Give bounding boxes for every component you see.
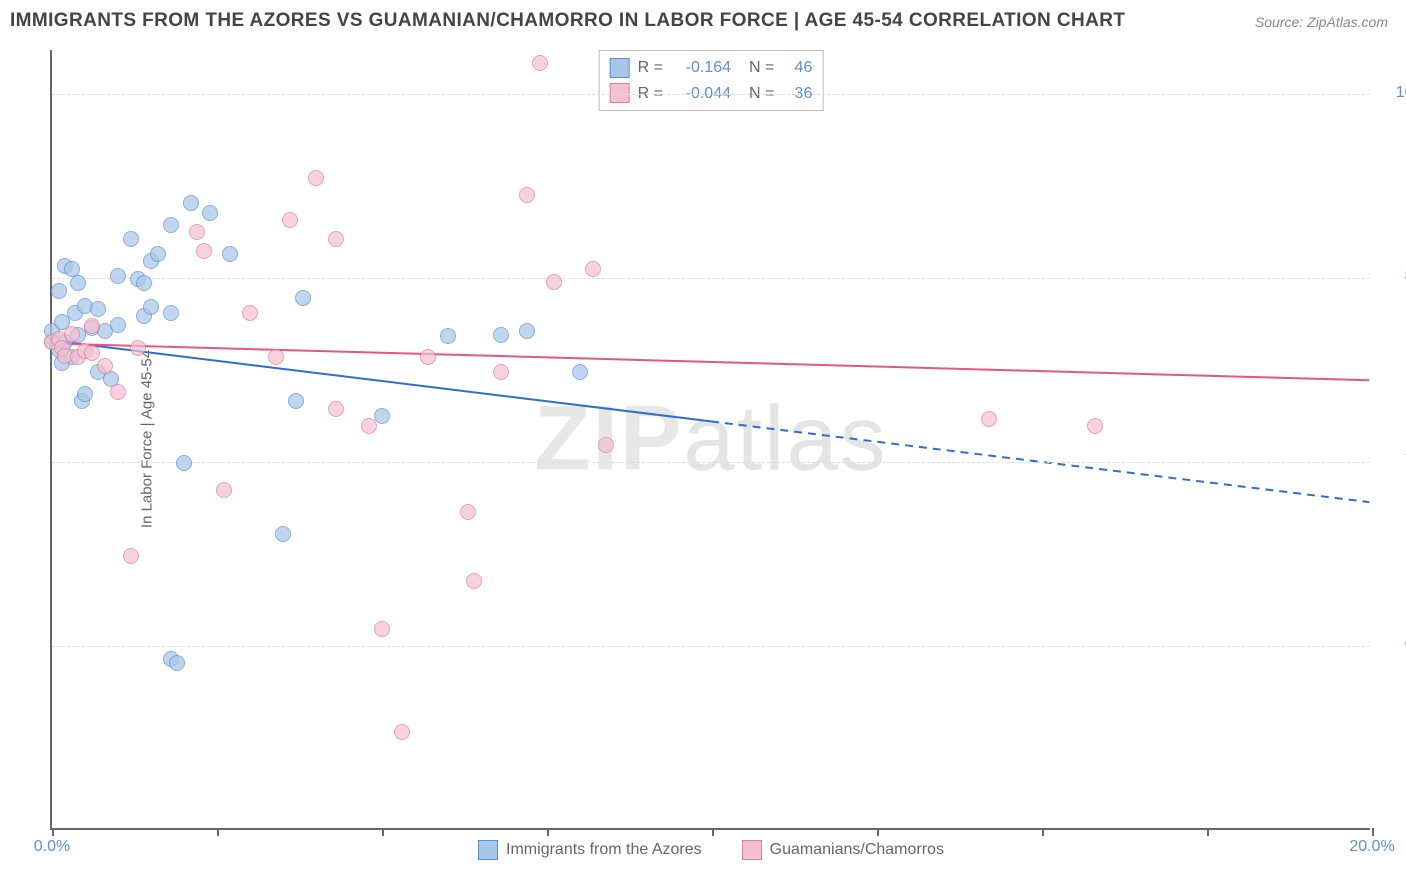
source-attribution: Source: ZipAtlas.com <box>1255 14 1388 30</box>
x-tick <box>1042 828 1044 836</box>
data-point <box>51 283 67 299</box>
data-point <box>169 655 185 671</box>
r-label: R = <box>638 55 663 81</box>
data-point <box>110 384 126 400</box>
data-point <box>532 55 548 71</box>
x-tick <box>1372 828 1374 836</box>
legend-swatch <box>742 840 762 860</box>
data-point <box>466 573 482 589</box>
data-point <box>216 482 232 498</box>
data-point <box>328 231 344 247</box>
data-point <box>282 212 298 228</box>
data-point <box>268 349 284 365</box>
gridline <box>52 462 1370 463</box>
data-point <box>84 345 100 361</box>
data-point <box>440 328 456 344</box>
data-point <box>163 305 179 321</box>
data-point <box>202 205 218 221</box>
data-point <box>361 418 377 434</box>
x-tick-label: 0.0% <box>34 838 70 856</box>
data-point <box>110 317 126 333</box>
data-point <box>143 299 159 315</box>
r-value: -0.164 <box>671 55 731 81</box>
x-tick <box>382 828 384 836</box>
data-point <box>572 364 588 380</box>
data-point <box>77 386 93 402</box>
gridline <box>52 94 1370 95</box>
chart-title: IMMIGRANTS FROM THE AZORES VS GUAMANIAN/… <box>10 10 1125 32</box>
x-tick-label: 20.0% <box>1349 838 1394 856</box>
x-tick <box>1207 828 1209 836</box>
data-point <box>460 504 476 520</box>
legend-swatch <box>610 58 630 78</box>
data-point <box>183 195 199 211</box>
y-tick-label: 100.0% <box>1380 84 1406 102</box>
data-point <box>275 526 291 542</box>
legend-label: Guamanians/Chamorros <box>770 841 944 859</box>
data-point <box>394 724 410 740</box>
data-point <box>222 246 238 262</box>
n-value: 46 <box>782 55 812 81</box>
data-point <box>493 364 509 380</box>
data-point <box>374 408 390 424</box>
x-tick <box>52 828 54 836</box>
data-point <box>519 187 535 203</box>
data-point <box>136 275 152 291</box>
data-point <box>64 261 80 277</box>
data-point <box>374 621 390 637</box>
watermark: ZIPatlas <box>534 387 887 492</box>
series-legend: Immigrants from the Azores Guamanians/Cha… <box>52 840 1370 860</box>
trend-lines <box>52 50 1370 828</box>
data-point <box>70 275 86 291</box>
n-label: N = <box>749 55 774 81</box>
data-point <box>295 290 311 306</box>
data-point <box>97 358 113 374</box>
x-tick <box>547 828 549 836</box>
data-point <box>242 305 258 321</box>
data-point <box>585 261 601 277</box>
gridline <box>52 646 1370 647</box>
data-point <box>1087 418 1103 434</box>
data-point <box>598 437 614 453</box>
legend-item: Immigrants from the Azores <box>478 840 702 860</box>
legend-swatch <box>478 840 498 860</box>
legend-item: Guamanians/Chamorros <box>742 840 944 860</box>
data-point <box>130 340 146 356</box>
y-tick-label: 62.5% <box>1380 636 1406 654</box>
chart-container: { "title": "IMMIGRANTS FROM THE AZORES V… <box>0 0 1406 892</box>
data-point <box>420 349 436 365</box>
data-point <box>84 318 100 334</box>
data-point <box>150 246 166 262</box>
data-point <box>110 268 126 284</box>
x-tick <box>217 828 219 836</box>
data-point <box>163 217 179 233</box>
data-point <box>123 548 139 564</box>
data-point <box>328 401 344 417</box>
data-point <box>493 327 509 343</box>
y-axis-label: In Labor Force | Age 45-54 <box>139 350 156 528</box>
x-tick <box>712 828 714 836</box>
data-point <box>176 455 192 471</box>
correlation-legend: R =-0.164 N =46R =-0.044 N =36 <box>599 50 824 111</box>
data-point <box>546 274 562 290</box>
data-point <box>123 231 139 247</box>
gridline <box>52 278 1370 279</box>
y-tick-label: 75.0% <box>1380 452 1406 470</box>
x-tick <box>877 828 879 836</box>
data-point <box>288 393 304 409</box>
y-tick-label: 87.5% <box>1380 268 1406 286</box>
data-point <box>196 243 212 259</box>
data-point <box>64 326 80 342</box>
data-point <box>981 411 997 427</box>
plot-area: In Labor Force | Age 45-54 ZIPatlas R =-… <box>50 50 1370 830</box>
data-point <box>519 323 535 339</box>
data-point <box>308 170 324 186</box>
data-point <box>189 224 205 240</box>
legend-label: Immigrants from the Azores <box>506 841 702 859</box>
legend-row: R = -0.164 N = 46 <box>610 55 813 81</box>
data-point <box>90 301 106 317</box>
